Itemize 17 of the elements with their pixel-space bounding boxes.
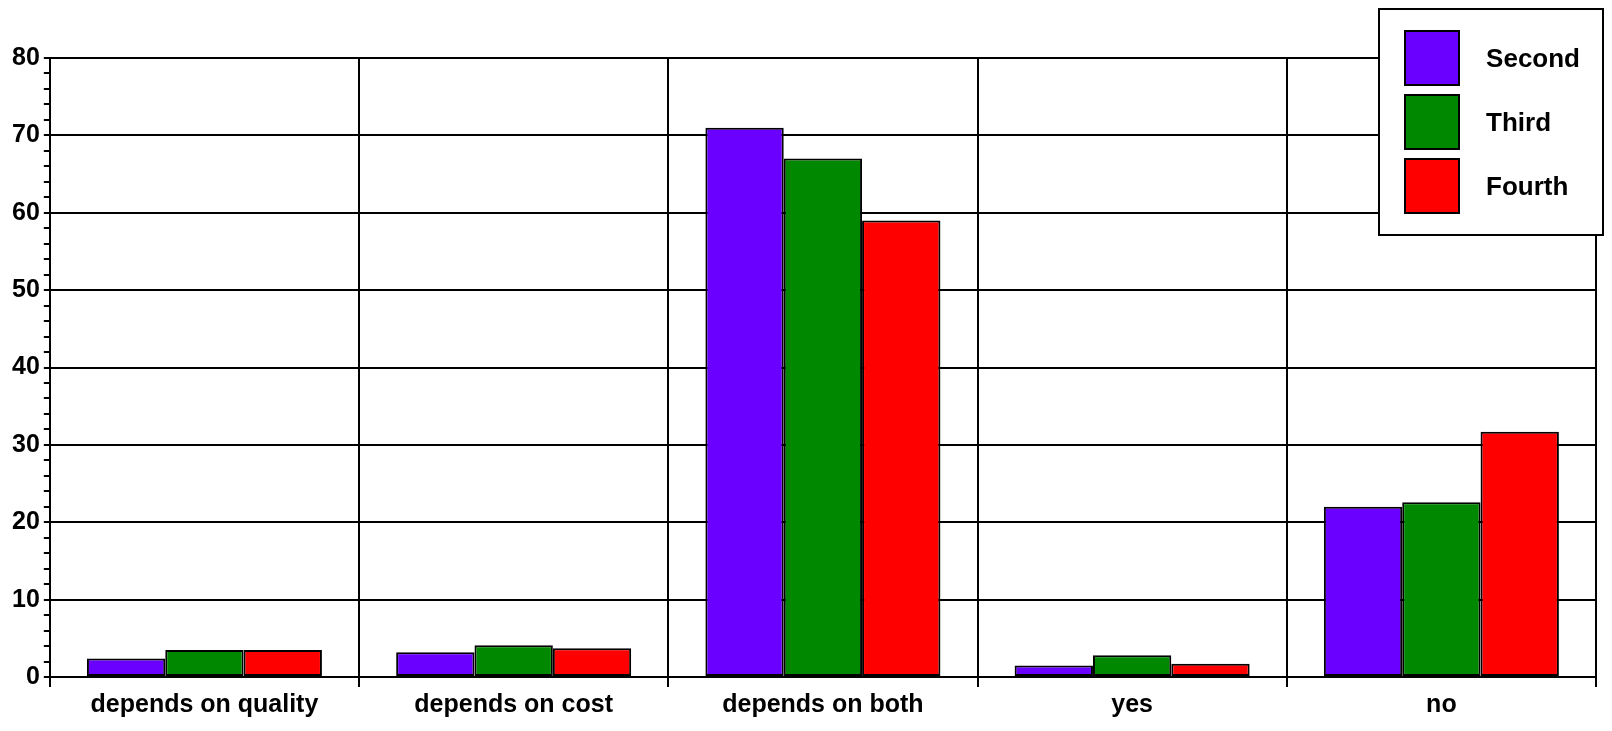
y-tick-label: 10 bbox=[12, 583, 40, 612]
y-tick-label: 20 bbox=[12, 506, 40, 535]
x-tick-label: depends on cost bbox=[414, 688, 614, 717]
legend-label: Fourth bbox=[1486, 170, 1569, 202]
y-tick-label: 60 bbox=[12, 196, 40, 225]
x-tick-label: depends on quality bbox=[90, 688, 319, 717]
y-tick-label: 0 bbox=[25, 660, 40, 689]
y-tick-label: 40 bbox=[12, 351, 40, 380]
legend-label: Third bbox=[1486, 106, 1552, 138]
y-tick-label: 70 bbox=[12, 119, 40, 148]
y-tick-label: 80 bbox=[12, 41, 40, 70]
y-tick-label: 30 bbox=[12, 428, 40, 457]
x-tick-label: yes bbox=[1111, 688, 1153, 717]
x-tick-label: depends on both bbox=[722, 688, 924, 717]
legend-label: Second bbox=[1486, 42, 1580, 74]
y-tick-label: 50 bbox=[12, 274, 40, 303]
x-tick-label: no bbox=[1426, 688, 1457, 717]
